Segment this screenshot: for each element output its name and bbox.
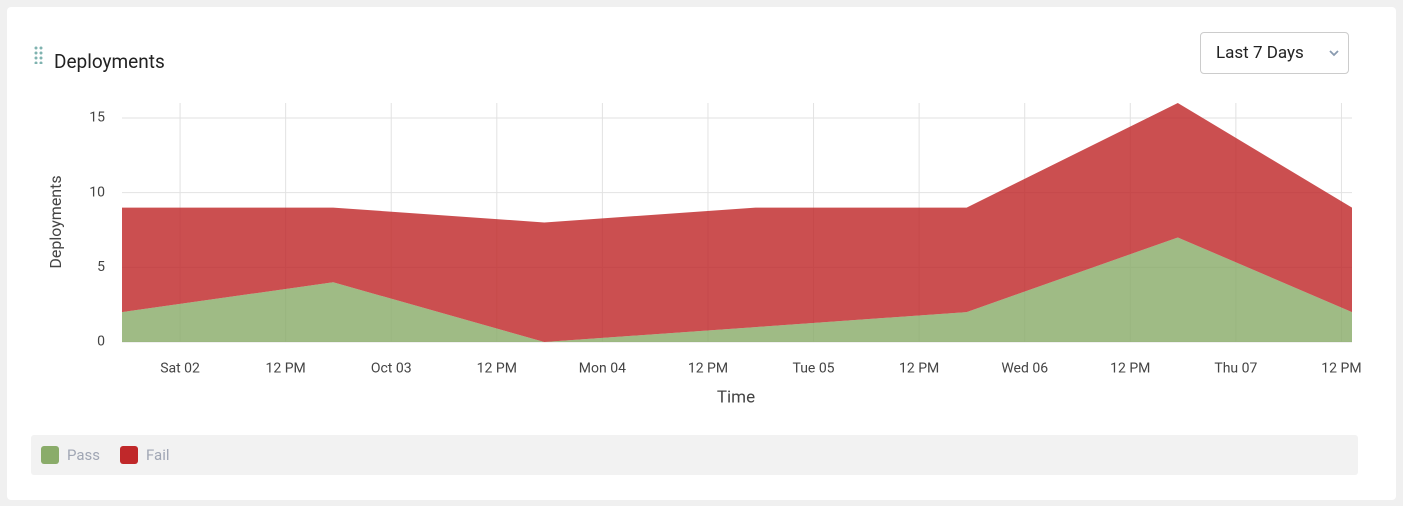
x-tick-label: Mon 04 bbox=[579, 361, 626, 377]
y-tick-label: 5 bbox=[97, 259, 105, 275]
x-axis-label: Time bbox=[717, 387, 755, 407]
x-tick-label: 12 PM bbox=[266, 361, 306, 377]
legend-swatch bbox=[120, 446, 138, 464]
x-tick-label: 12 PM bbox=[899, 361, 939, 377]
legend: Pass Fail bbox=[31, 435, 1358, 475]
x-tick-label: 12 PM bbox=[477, 361, 517, 377]
legend-item[interactable]: Pass bbox=[41, 445, 100, 465]
x-tick-label: 12 PM bbox=[688, 361, 728, 377]
drag-handle[interactable] bbox=[34, 46, 44, 64]
x-tick-label: Wed 06 bbox=[1001, 361, 1048, 377]
legend-item[interactable]: Fail bbox=[120, 445, 170, 465]
legend-label: Fail bbox=[146, 446, 170, 464]
x-tick-label: Oct 03 bbox=[371, 361, 412, 377]
area-pass bbox=[122, 237, 1352, 342]
x-tick-label: Tue 05 bbox=[793, 361, 835, 377]
dropdown-label: Last 7 Days bbox=[1216, 43, 1304, 63]
y-tick-label: 0 bbox=[97, 334, 105, 350]
range-dropdown[interactable]: Last 7 Days bbox=[1200, 32, 1349, 74]
x-tick-label: Thu 07 bbox=[1214, 361, 1257, 377]
x-tick-label: 12 PM bbox=[1110, 361, 1150, 377]
x-tick-label: 12 PM bbox=[1321, 361, 1361, 377]
area-fail bbox=[122, 103, 1352, 342]
card-title: Deployments bbox=[54, 50, 165, 73]
legend-swatch bbox=[41, 446, 59, 464]
legend-label: Pass bbox=[67, 446, 101, 464]
y-tick-label: 15 bbox=[89, 110, 105, 126]
y-tick-label: 10 bbox=[89, 184, 105, 200]
chevron bbox=[1329, 50, 1339, 57]
x-tick-label: Sat 02 bbox=[160, 361, 200, 377]
y-axis-label: Deployments bbox=[46, 175, 65, 268]
